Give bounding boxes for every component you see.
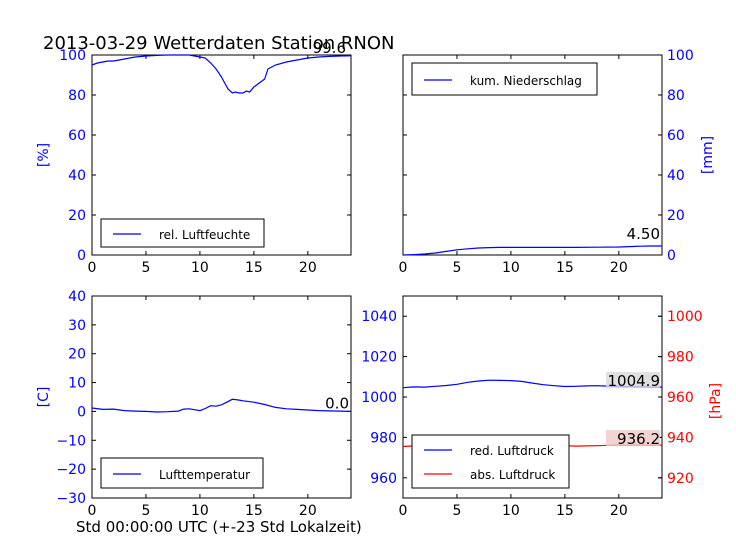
x-tick-label: 0 [399, 503, 408, 519]
x-axis-label: Std 00:00:00 UTC (+-23 Std Lokalzeit) [76, 518, 362, 536]
y-tick-label: −10 [56, 433, 86, 449]
legend-box [100, 218, 265, 248]
x-tick-label: 0 [88, 503, 97, 519]
y-tick-label: −20 [56, 462, 86, 478]
series-line [91, 398, 352, 413]
pressure-panel: 0 5 10 15 20 960 980 1000 1020 1040 920 940 960 980 10… [361, 295, 724, 519]
x-tick-label: 5 [452, 503, 461, 519]
x-tick-label: 0 [399, 260, 408, 276]
y-tick-label: 1020 [361, 350, 397, 366]
last-value-label: 1004.9 [608, 372, 661, 390]
y-tick-label: 980 [370, 430, 397, 446]
humidity-frame [91, 54, 352, 256]
legend-label: red. Luftdruck [470, 444, 554, 458]
x-tick-label: 0 [88, 260, 97, 276]
x-tick-label: 5 [141, 503, 150, 519]
x-tick-label: 15 [556, 503, 574, 519]
y-tick-label: 0 [77, 404, 86, 420]
x-tick-label: 5 [141, 260, 150, 276]
y-tick-label: 20 [68, 208, 86, 224]
y-right-tick-label: 940 [667, 430, 694, 446]
x-tick-label: 15 [245, 260, 263, 276]
y-tick-label: −30 [56, 491, 86, 507]
y-tick-label: 20 [667, 208, 685, 224]
figure-title: 2013-03-29 Wetterdaten Station RNON [43, 33, 394, 54]
legend-label: kum. Niederschlag [470, 74, 582, 88]
y-tick-label: 60 [667, 128, 685, 144]
legend-label: rel. Luftfeuchte [159, 228, 250, 242]
y-tick-label: 40 [68, 289, 86, 305]
temperature-frame [91, 295, 352, 499]
y-tick-label: 40 [68, 168, 86, 184]
y-right-axis-label: [hPa] [708, 383, 724, 419]
y-tick-label: 960 [370, 471, 397, 487]
legend-label: abs. Luftdruck [470, 468, 555, 482]
last-value-label: 0.0 [325, 394, 349, 412]
x-tick-label: 20 [299, 260, 317, 276]
y-tick-label: 1000 [361, 390, 397, 406]
x-tick-label: 10 [502, 503, 520, 519]
series-line [402, 245, 662, 256]
humidity-panel: 0 5 10 15 20 0 20 40 60 80 100 [%] 99.6 rel. Luftfeuc… [36, 39, 352, 276]
y-tick-label: 30 [68, 318, 86, 334]
last-value-label: 4.50 [627, 225, 660, 243]
x-tick-label: 5 [452, 260, 461, 276]
y-tick-label: 0 [667, 248, 676, 264]
temperature-panel: 0 5 10 15 20 −30 −20 −10 0 10 20 30 40 [C] 0.0 Lufttemp… [36, 289, 352, 519]
y-axis-label: [C] [36, 387, 52, 408]
y-right-tick-label: 960 [667, 390, 694, 406]
y-tick-label: 0 [77, 248, 86, 264]
y-tick-label: 100 [59, 48, 86, 64]
x-tick-label: 10 [502, 260, 520, 276]
y-right-tick-label: 920 [667, 471, 694, 487]
legend-box [411, 62, 598, 96]
y-tick-label: 80 [68, 88, 86, 104]
y-axis-label: [%] [36, 143, 52, 167]
last-value-box [606, 430, 660, 447]
y-tick-label: 40 [667, 168, 685, 184]
y-tick-label: 20 [68, 347, 86, 363]
last-value-box [606, 372, 660, 389]
legend-box [100, 457, 264, 489]
y-tick-label: 10 [68, 376, 86, 392]
y-tick-label: 1040 [361, 309, 397, 325]
y-tick-label: 60 [68, 128, 86, 144]
y-right-tick-label: 980 [667, 350, 694, 366]
legend-label: Lufttemperatur [159, 468, 250, 482]
x-tick-label: 10 [191, 503, 209, 519]
y-right-tick-label: 1000 [667, 309, 703, 325]
series-line [91, 54, 352, 94]
y-tick-label: 80 [667, 88, 685, 104]
x-tick-label: 20 [610, 503, 628, 519]
legend-box [411, 434, 570, 489]
precipitation-panel: 0 5 10 15 20 0 20 40 60 80 100 [mm] 4.50 kum. Nieders… [399, 48, 716, 276]
x-tick-label: 15 [245, 503, 263, 519]
last-value-label: 99.6 [313, 39, 346, 57]
x-tick-label: 10 [191, 260, 209, 276]
x-tick-label: 15 [556, 260, 574, 276]
precipitation-frame [402, 54, 663, 256]
x-tick-label: 20 [610, 260, 628, 276]
x-tick-label: 20 [299, 503, 317, 519]
y-tick-label: 100 [667, 48, 694, 64]
y-axis-label: [mm] [700, 136, 716, 174]
last-value-label: 936.2 [617, 430, 660, 448]
